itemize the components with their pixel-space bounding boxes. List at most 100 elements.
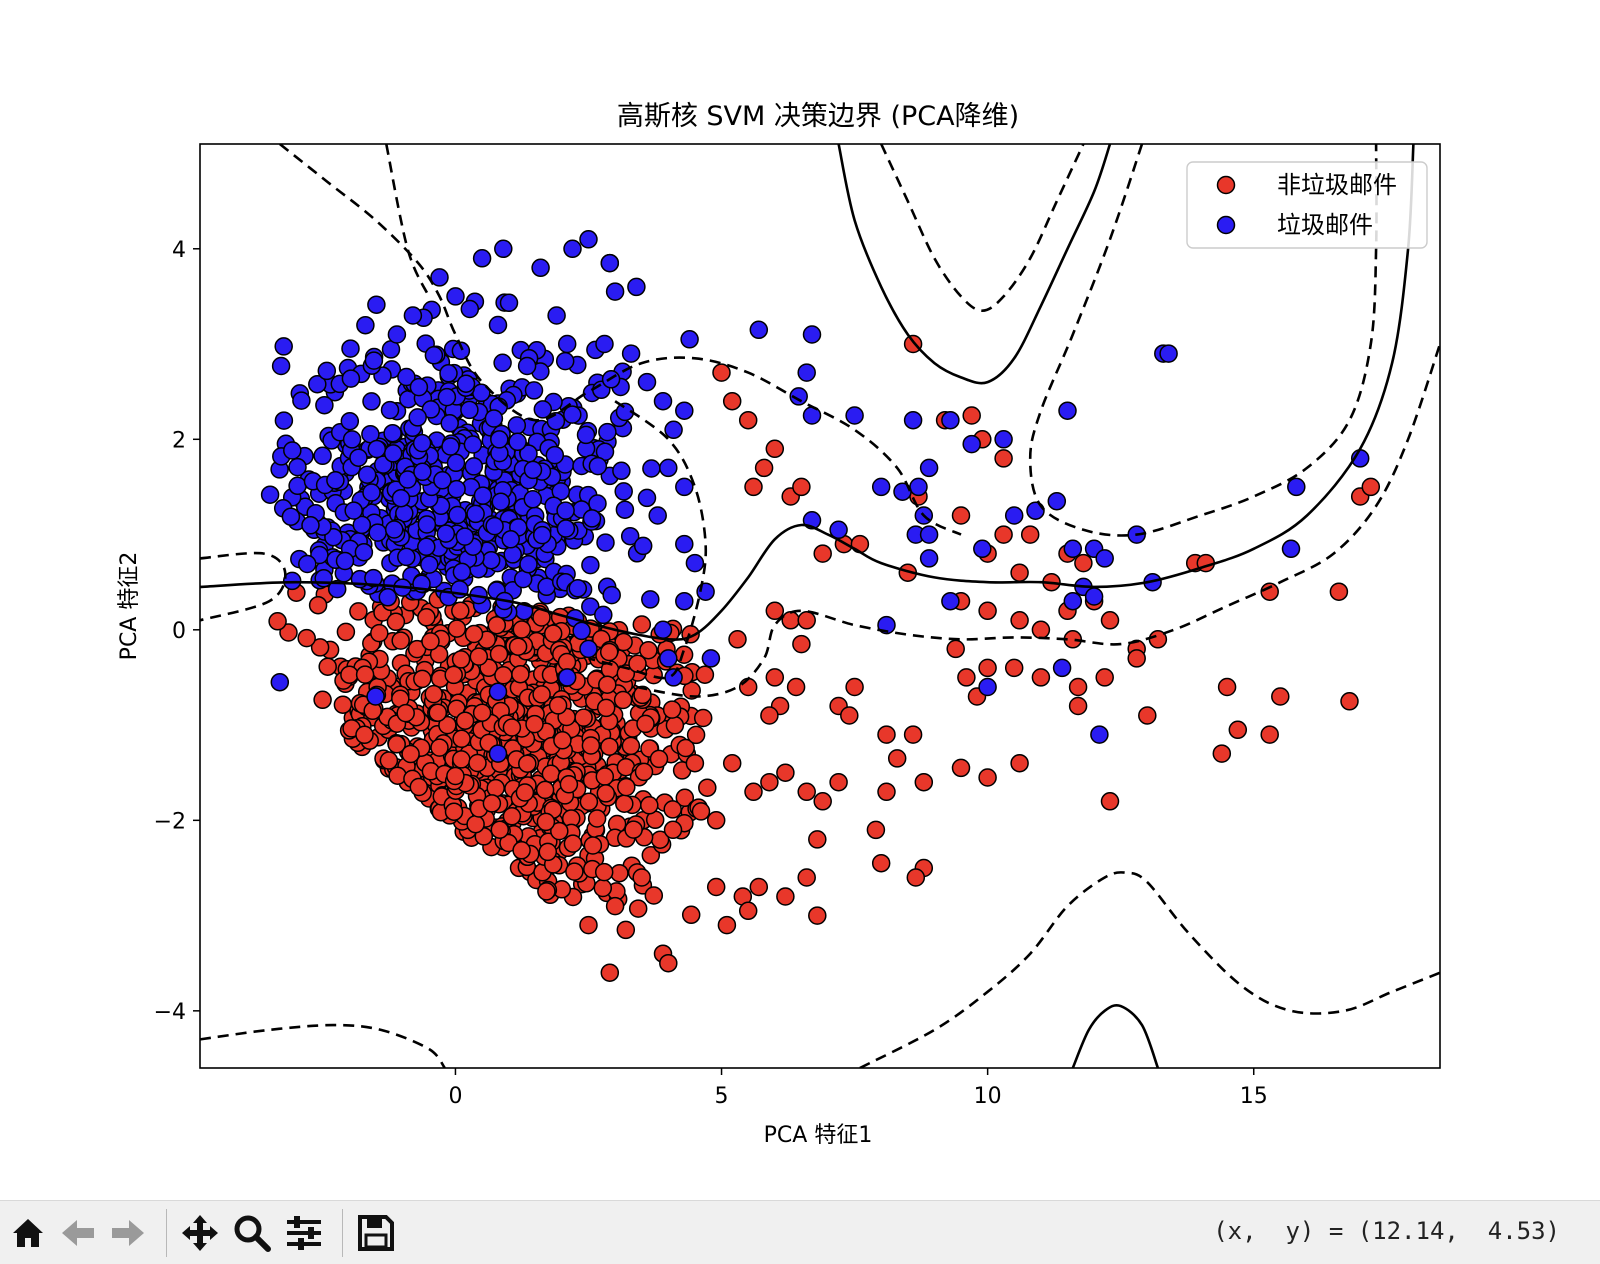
home-icon[interactable] <box>6 1211 50 1255</box>
non-spam-point <box>336 622 356 642</box>
non-spam-point <box>511 664 530 684</box>
spam-point <box>563 405 582 424</box>
spam-point <box>460 299 480 319</box>
non-spam-point <box>424 684 443 704</box>
spam-point <box>441 437 460 456</box>
margin-contour <box>588 400 708 680</box>
non-spam-point <box>387 735 406 754</box>
spam-point <box>588 456 608 476</box>
pan-icon[interactable] <box>178 1211 222 1255</box>
non-spam-point <box>887 749 907 768</box>
non-spam-point <box>543 624 563 643</box>
save-icon[interactable] <box>354 1211 398 1255</box>
non-spam-point <box>717 915 737 935</box>
non-spam-point <box>1212 744 1232 763</box>
spam-point <box>555 351 575 371</box>
spam-point <box>595 334 614 354</box>
spam-point <box>1063 539 1083 559</box>
non-spam-point <box>318 657 337 676</box>
non-spam-point <box>685 753 705 773</box>
x-tick-label: 15 <box>1240 1084 1268 1109</box>
spam-point <box>620 526 640 546</box>
non-spam-point <box>1329 582 1349 601</box>
non-spam-point <box>452 729 471 749</box>
non-spam-point <box>1074 553 1093 573</box>
spam-point <box>436 524 456 543</box>
non-spam-point <box>391 631 410 650</box>
scatter-points <box>260 230 1381 982</box>
non-spam-point <box>615 794 634 813</box>
non-spam-point <box>553 731 572 750</box>
spam-point <box>326 471 345 490</box>
spam-point <box>335 551 355 571</box>
spam-point <box>408 408 427 427</box>
non-spam-point <box>464 624 484 644</box>
non-spam-point <box>636 714 655 734</box>
non-spam-point <box>829 772 848 792</box>
margin-contour <box>200 551 287 622</box>
non-spam-point <box>797 868 816 887</box>
non-spam-point <box>1228 720 1248 740</box>
back-icon[interactable] <box>56 1211 100 1255</box>
margin-contour <box>880 144 1085 313</box>
spam-point <box>696 582 715 601</box>
spam-point <box>271 356 291 376</box>
configure-icon[interactable] <box>282 1211 326 1255</box>
forward-icon[interactable] <box>106 1211 150 1255</box>
spam-point <box>531 258 550 278</box>
margin-contour <box>1028 144 1378 537</box>
spam-point <box>1047 491 1067 511</box>
non-spam-point <box>632 615 652 634</box>
non-spam-point <box>675 788 695 808</box>
non-spam-point <box>579 915 598 935</box>
non-spam-point <box>792 634 811 654</box>
spam-point <box>433 471 452 490</box>
spam-point <box>1281 539 1301 559</box>
spam-point <box>547 306 566 325</box>
spam-point <box>605 282 625 301</box>
non-spam-point <box>738 677 758 697</box>
non-spam-point <box>1010 753 1029 773</box>
spam-point <box>409 377 429 397</box>
spam-point <box>903 410 923 430</box>
spam-point <box>572 621 591 641</box>
spam-point <box>973 539 992 559</box>
non-spam-point <box>563 834 583 853</box>
non-spam-point <box>621 736 641 756</box>
non-spam-point <box>444 665 463 685</box>
spam-point <box>941 591 960 611</box>
spam-point <box>507 416 527 435</box>
legend-marker-spam <box>1216 215 1236 235</box>
spam-point <box>659 458 678 478</box>
non-spam-point <box>845 677 864 697</box>
spam-point <box>448 505 467 525</box>
spam-point <box>1052 658 1072 678</box>
non-spam-point <box>1010 563 1029 582</box>
legend-label-spam: 垃圾邮件 <box>1277 211 1373 239</box>
spam-point <box>417 537 436 557</box>
chart-title: 高斯核 SVM 决策边界 (PCA降维) <box>617 101 1019 132</box>
y-tick-label: −2 <box>154 809 186 834</box>
spam-point <box>598 422 617 442</box>
non-spam-point <box>676 738 695 758</box>
non-spam-point <box>1020 525 1040 544</box>
spam-point <box>633 536 653 556</box>
spam-point <box>344 501 363 520</box>
spam-point <box>557 334 577 354</box>
spam-point <box>327 579 347 599</box>
x-tick-label: 0 <box>448 1084 462 1109</box>
spam-point <box>789 387 808 406</box>
non-spam-point <box>797 611 816 630</box>
zoom-icon[interactable] <box>230 1211 274 1255</box>
spam-point <box>1058 401 1077 420</box>
cursor-coordinates: (x, y) = (12.14, 4.53) <box>1213 1217 1560 1245</box>
non-spam-point <box>468 753 487 773</box>
non-spam-point <box>760 706 779 725</box>
spam-point <box>749 320 769 340</box>
spam-point <box>439 364 458 383</box>
non-spam-point <box>610 863 629 883</box>
spam-point <box>437 387 457 407</box>
spam-point <box>845 406 864 425</box>
spam-point <box>440 414 459 433</box>
non-spam-point <box>310 638 330 657</box>
